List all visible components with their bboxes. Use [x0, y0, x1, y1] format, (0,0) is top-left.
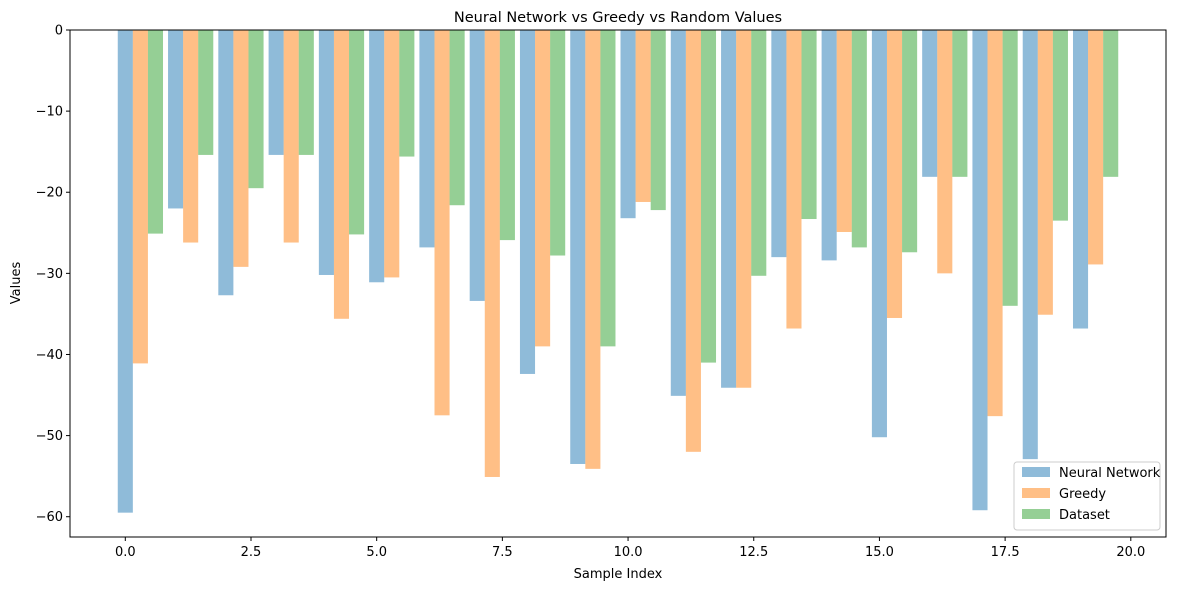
- bar-dataset-12: [751, 30, 767, 276]
- legend-label-neural-network: Neural Network: [1059, 466, 1161, 481]
- y-tick-label: 0: [55, 24, 63, 39]
- bar-neural-network-17: [972, 30, 988, 511]
- bar-dataset-13: [801, 30, 817, 220]
- bar-neural-network-14: [821, 30, 837, 261]
- bar-dataset-2: [248, 30, 264, 189]
- bar-neural-network-5: [369, 30, 385, 283]
- bar-neural-network-8: [519, 30, 536, 374]
- bar-neural-network-16: [922, 30, 938, 177]
- legend-swatch-dataset: [1022, 509, 1050, 519]
- bar-dataset-14: [851, 30, 867, 248]
- legend-frame: [1013, 461, 1161, 531]
- bar-greedy-10: [635, 30, 651, 202]
- x-tick-label: 17.5: [991, 545, 1020, 560]
- bar-neural-network-19: [1072, 30, 1089, 329]
- bar-dataset-16: [952, 30, 968, 177]
- bar-dataset-10: [650, 30, 666, 211]
- bar-neural-network-7: [469, 30, 485, 301]
- y-tick-label: −40: [36, 348, 63, 363]
- bar-greedy-11: [685, 30, 701, 452]
- bar-dataset-15: [902, 30, 918, 253]
- legend-swatch-greedy: [1022, 488, 1050, 498]
- bar-dataset-8: [550, 30, 566, 256]
- y-tick-label: −60: [36, 510, 63, 525]
- bar-greedy-15: [886, 30, 903, 318]
- bar-greedy-5: [384, 30, 400, 278]
- bar-greedy-17: [987, 30, 1003, 417]
- y-tick-label: −50: [36, 429, 63, 444]
- bar-greedy-18: [1037, 30, 1053, 315]
- bar-neural-network-10: [620, 30, 636, 219]
- bar-greedy-12: [736, 30, 752, 388]
- bar-dataset-17: [1002, 30, 1018, 306]
- x-tick-label: 10.0: [614, 545, 643, 560]
- bar-neural-network-1: [168, 30, 184, 209]
- bar-dataset-11: [700, 30, 717, 363]
- bar-dataset-5: [399, 30, 415, 157]
- x-tick-label: 12.5: [739, 545, 768, 560]
- bar-greedy-0: [132, 30, 148, 364]
- bar-dataset-19: [1103, 30, 1119, 177]
- x-tick-label: 0.0: [115, 545, 136, 560]
- bar-dataset-0: [147, 30, 164, 234]
- bar-dataset-4: [349, 30, 365, 235]
- bar-dataset-3: [298, 30, 314, 155]
- bar-neural-network-12: [721, 30, 737, 388]
- y-tick-label: −20: [36, 186, 63, 201]
- bar-dataset-9: [600, 30, 616, 347]
- legend-swatch-neural-network: [1022, 467, 1050, 477]
- bar-neural-network-18: [1022, 30, 1038, 460]
- x-tick-label: 20.0: [1116, 545, 1145, 560]
- bar-neural-network-13: [771, 30, 787, 258]
- bar-greedy-7: [484, 30, 500, 477]
- bar-greedy-2: [233, 30, 249, 267]
- bars-layer: [117, 30, 1119, 513]
- bar-dataset-1: [198, 30, 214, 155]
- bar-greedy-16: [937, 30, 953, 274]
- x-tick-label: 5.0: [366, 545, 387, 560]
- chart-title: Neural Network vs Greedy vs Random Value…: [454, 10, 782, 26]
- bar-greedy-4: [333, 30, 350, 319]
- bar-neural-network-6: [419, 30, 435, 248]
- bar-dataset-18: [1052, 30, 1068, 221]
- legend-label-greedy: Greedy: [1059, 487, 1106, 502]
- legend: Neural Network Greedy Dataset: [1013, 461, 1161, 531]
- bar-greedy-9: [585, 30, 601, 469]
- bar-greedy-19: [1088, 30, 1104, 265]
- y-tick-label: −10: [36, 105, 63, 120]
- bar-neural-network-9: [570, 30, 586, 464]
- bar-neural-network-2: [218, 30, 234, 296]
- bar-greedy-1: [183, 30, 199, 243]
- bar-neural-network-4: [318, 30, 334, 275]
- ticks-layer: 0 −10 −20 −30 −40 −50 −60 0.0 2.5 5.0 7.5 10.0 12.5 1…: [36, 24, 1146, 561]
- bar-greedy-14: [836, 30, 852, 232]
- y-tick-label: −30: [36, 267, 63, 282]
- bar-dataset-7: [499, 30, 515, 241]
- x-axis-label: Sample Index: [574, 567, 663, 582]
- plot-frame: [69, 29, 1167, 538]
- bar-greedy-6: [434, 30, 450, 416]
- bar-neural-network-3: [268, 30, 284, 155]
- bar-neural-network-0: [117, 30, 133, 513]
- x-tick-label: 15.0: [865, 545, 894, 560]
- bar-dataset-6: [449, 30, 465, 206]
- bar-neural-network-11: [670, 30, 686, 396]
- x-tick-label: 2.5: [241, 545, 262, 560]
- bar-neural-network-15: [871, 30, 887, 438]
- x-tick-label: 7.5: [492, 545, 513, 560]
- bar-greedy-3: [283, 30, 299, 243]
- y-axis-label: Values: [9, 262, 24, 305]
- legend-label-dataset: Dataset: [1059, 508, 1110, 523]
- bar-greedy-8: [535, 30, 551, 347]
- bar-greedy-13: [786, 30, 802, 329]
- legend-items: Neural Network Greedy Dataset: [1022, 466, 1161, 523]
